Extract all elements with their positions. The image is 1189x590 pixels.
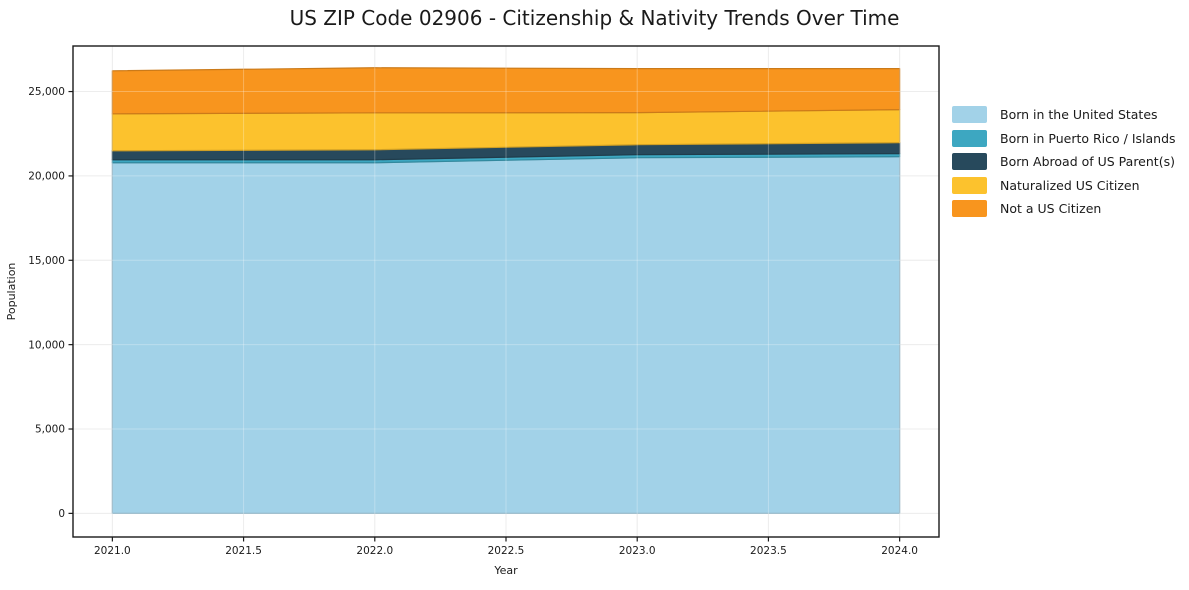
y-tick-label: 20,000 [28,171,65,183]
legend-label: Born in the United States [1000,107,1158,122]
y-tick-label: 10,000 [28,339,65,351]
x-tick-label: 2023.5 [750,545,787,557]
x-tick-label: 2021.5 [225,545,262,557]
x-tick-label: 2021.0 [94,545,131,557]
legend-label: Born Abroad of US Parent(s) [1000,154,1175,169]
legend-swatch-born-in-the-united-states [952,106,987,123]
y-tick-label: 5,000 [35,424,65,436]
y-tick-label: 0 [58,508,65,520]
x-axis-label: Year [493,564,518,577]
legend-swatch-born-in-puerto-rico-islands [952,129,987,147]
x-tick-label: 2022.0 [356,545,393,557]
legend-label: Naturalized US Citizen [1000,177,1140,193]
legend-item-born-abroad-of-us-parent-s: Born Abroad of US Parent(s) [952,153,1176,170]
x-tick-label: 2022.5 [488,545,525,557]
legend-swatch-naturalized-us-citizen [952,176,987,194]
legend-swatch-not-a-us-citizen [952,200,987,217]
y-tick-label: 25,000 [28,86,65,98]
chart-legend: Born in the United States Born in Puerto … [952,106,1176,217]
legend-item-born-in-puerto-rico-islands: Born in Puerto Rico / Islands [952,129,1176,147]
x-tick-label: 2023.0 [619,545,656,557]
chart-title: US ZIP Code 02906 - Citizenship & Nativi… [289,6,900,30]
legend-swatch-born-abroad-of-us-parent-s [952,153,987,170]
legend-item-naturalized-us-citizen: Naturalized US Citizen [952,176,1176,194]
y-tick-label: 15,000 [28,255,65,267]
legend-item-born-in-the-united-states: Born in the United States [952,106,1176,123]
legend-label: Not a US Citizen [1000,201,1102,216]
y-axis-label: Population [5,263,18,321]
x-tick-label: 2024.0 [881,545,918,557]
legend-item-not-a-us-citizen: Not a US Citizen [952,200,1176,217]
area-not-a-us-citizen [111,67,901,115]
legend-label: Born in Puerto Rico / Islands [1000,130,1176,146]
